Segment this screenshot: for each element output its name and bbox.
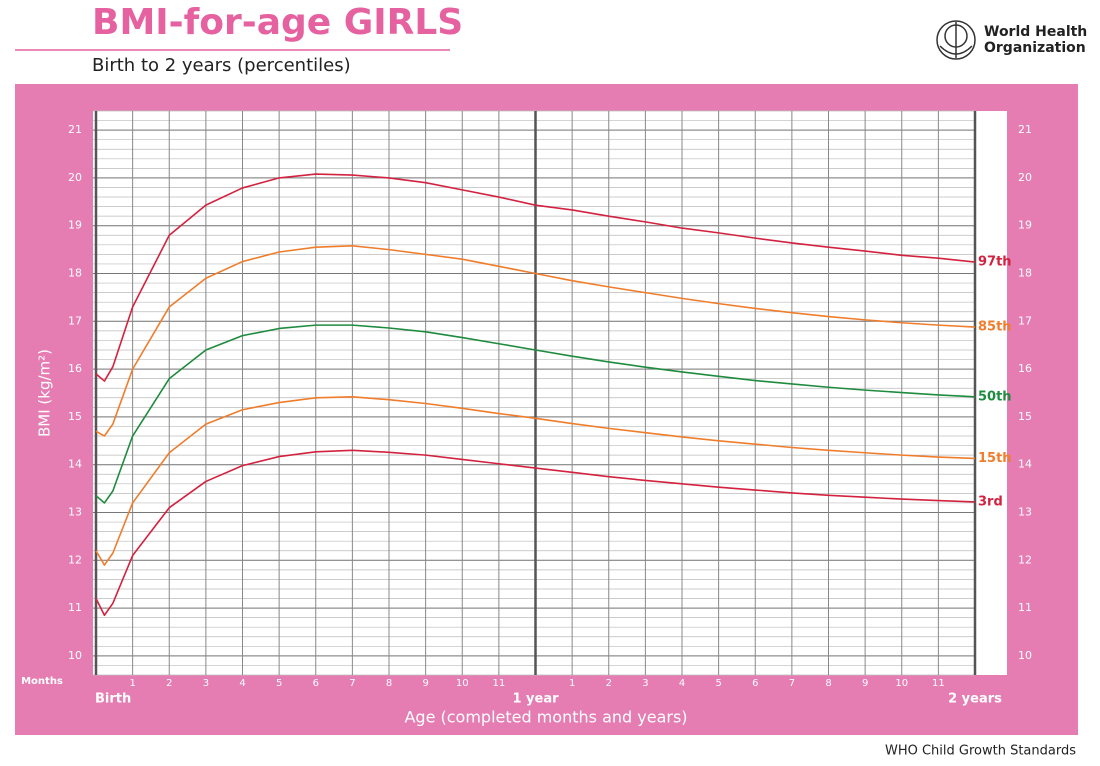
x-tick-label: 7 bbox=[789, 678, 795, 689]
x-tick-label: 3 bbox=[642, 678, 648, 689]
series-label: 15th bbox=[978, 451, 1012, 466]
y-tick-label: 16 bbox=[1018, 362, 1032, 375]
x-tick-label: 1 bbox=[129, 678, 135, 689]
series-label: 3rd bbox=[978, 494, 1003, 509]
percentile-line bbox=[95, 449, 976, 617]
x-tick-label: 7 bbox=[349, 678, 355, 689]
y-tick-label: 14 bbox=[68, 458, 82, 471]
x-year-label: Birth bbox=[95, 692, 131, 707]
y-tick-label: 19 bbox=[1018, 219, 1032, 232]
percentile-line bbox=[95, 324, 976, 504]
series-label: 97th bbox=[978, 255, 1012, 270]
y-axis-title: BMI (kg/m²) bbox=[36, 349, 54, 437]
percentile-line bbox=[95, 244, 976, 437]
x-tick-label: 9 bbox=[422, 678, 428, 689]
x-tick-label: 6 bbox=[752, 678, 758, 689]
footer: WHO Child Growth Standards bbox=[885, 744, 1076, 759]
y-tick-label: 11 bbox=[68, 601, 82, 614]
percentile-line bbox=[95, 396, 976, 566]
y-tick-label: 13 bbox=[1018, 505, 1032, 518]
series-label: 85th bbox=[978, 320, 1012, 335]
y-tick-label: 20 bbox=[1018, 171, 1032, 184]
y-tick-label: 11 bbox=[1018, 601, 1032, 614]
y-tick-label: 21 bbox=[1018, 123, 1032, 136]
x-tick-label: 5 bbox=[276, 678, 282, 689]
chart-title: BMI-for-age GIRLS bbox=[92, 2, 463, 43]
x-tick-label: 11 bbox=[932, 678, 945, 689]
y-tick-label: 16 bbox=[68, 362, 82, 375]
y-tick-label: 18 bbox=[68, 267, 82, 280]
y-tick-label: 21 bbox=[68, 123, 82, 136]
y-tick-label: 17 bbox=[1018, 314, 1032, 327]
y-tick-label: 15 bbox=[1018, 410, 1032, 423]
y-tick-label: 10 bbox=[68, 649, 82, 662]
x-tick-label: 10 bbox=[895, 678, 908, 689]
x-tick-label: 11 bbox=[493, 678, 506, 689]
x-year-label: 1 year bbox=[512, 692, 559, 707]
x-axis-title: Age (completed months and years) bbox=[404, 708, 687, 727]
y-tick-label: 18 bbox=[1018, 267, 1032, 280]
y-tick-label: 17 bbox=[68, 314, 82, 327]
y-tick-label: 13 bbox=[68, 505, 82, 518]
chart-subtitle: Birth to 2 years (percentiles) bbox=[92, 55, 351, 76]
org-name: World Health bbox=[984, 24, 1087, 40]
x-tick-label: 2 bbox=[606, 678, 612, 689]
x-tick-label: 10 bbox=[456, 678, 469, 689]
who-emblem bbox=[936, 20, 976, 60]
y-tick-label: 10 bbox=[1018, 649, 1032, 662]
y-tick-label: 19 bbox=[68, 219, 82, 232]
org-name: Organization bbox=[984, 40, 1086, 56]
series-label: 50th bbox=[978, 389, 1012, 404]
percentile-line bbox=[95, 173, 976, 382]
x-unit-label: Months bbox=[21, 676, 63, 687]
x-tick-label: 4 bbox=[679, 678, 685, 689]
x-tick-label: 1 bbox=[569, 678, 575, 689]
x-tick-label: 6 bbox=[313, 678, 319, 689]
plot-area bbox=[93, 111, 1007, 675]
y-tick-label: 12 bbox=[68, 553, 82, 566]
x-tick-label: 2 bbox=[166, 678, 172, 689]
y-tick-label: 15 bbox=[68, 410, 82, 423]
x-tick-label: 5 bbox=[715, 678, 721, 689]
x-tick-label: 4 bbox=[239, 678, 245, 689]
x-tick-label: 9 bbox=[862, 678, 868, 689]
y-tick-label: 12 bbox=[1018, 553, 1032, 566]
x-tick-label: 8 bbox=[825, 678, 831, 689]
x-year-label: 2 years bbox=[948, 692, 1002, 707]
y-tick-label: 14 bbox=[1018, 458, 1032, 471]
x-tick-label: 3 bbox=[203, 678, 209, 689]
x-tick-label: 8 bbox=[386, 678, 392, 689]
y-tick-label: 20 bbox=[68, 171, 82, 184]
